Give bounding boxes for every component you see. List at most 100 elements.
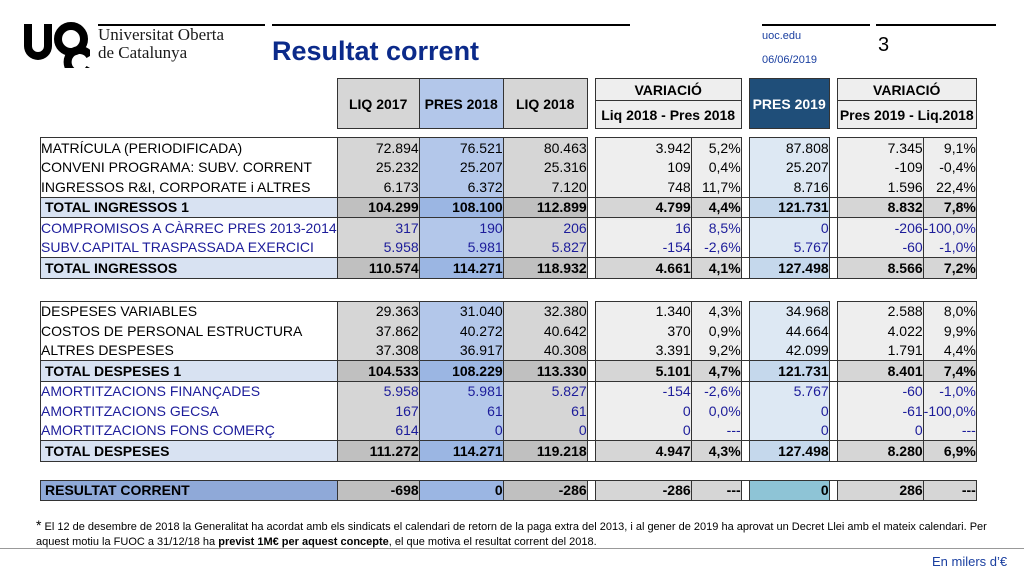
- table-row: MATRÍCULA (PERIODIFICADA) 72.894 76.521 80.…: [40, 137, 977, 158]
- cell-var-pct: 0,0%: [690, 401, 742, 421]
- footnote-bold: previst 1M€ per aquest concepte: [218, 536, 389, 548]
- cell-var-pct: -2,6%: [690, 237, 742, 258]
- header-rule-right: [876, 24, 996, 26]
- column-gap: [829, 257, 838, 279]
- cell-liq17: 37.308: [336, 340, 420, 361]
- cell-var2-pct: 8,0%: [922, 300, 977, 321]
- spacer-cell: [41, 278, 977, 301]
- cell-pres18: 6.372: [418, 177, 504, 198]
- cell-pres19: 44.664: [748, 321, 830, 341]
- column-gap: [829, 218, 837, 238]
- row-label: AMORTITZACIONS GECSA: [40, 401, 338, 421]
- column-gap: [741, 301, 749, 321]
- footer-rule: [0, 548, 1024, 549]
- cell-pres18: 108.229: [418, 360, 504, 382]
- cell-pres19: 121.731: [748, 196, 830, 218]
- cell-liq17: 37.862: [336, 321, 420, 341]
- row-label: COSTOS DE PERSONAL ESTRUCTURA: [40, 321, 338, 341]
- cell-var2: -60: [836, 380, 924, 401]
- cell-var-pct: ---: [690, 420, 742, 441]
- column-gap: [741, 238, 749, 258]
- row-label: MATRÍCULA (PERIODIFICADA): [40, 137, 338, 158]
- cell-liq18: 80.463: [502, 137, 588, 158]
- row-label: SUBV.CAPITAL TRASPASSADA EXERCICI: [40, 237, 338, 258]
- column-gap: [587, 321, 595, 341]
- column-gap: [829, 196, 838, 218]
- cell-var2: 2.588: [836, 300, 924, 321]
- cell-liq17: 110.574: [336, 257, 420, 279]
- table-row: AMORTITZACIONS GECSA 167 61 61 0 0,0% 0 -61 -100…: [40, 401, 977, 421]
- cell-pres19: 87.808: [748, 137, 830, 158]
- column-gap: [587, 360, 596, 382]
- cell-liq17: 111.272: [336, 440, 420, 462]
- cell-liq18: 112.899: [502, 196, 588, 218]
- cell-var: 5.101: [594, 360, 692, 382]
- cell-var-pct: 0,4%: [690, 157, 742, 177]
- cell-var: 4.661: [594, 257, 692, 279]
- column-gap: [587, 440, 596, 462]
- cell-var2-pct: -1,0%: [922, 237, 977, 258]
- cell-liq18: 40.308: [502, 340, 588, 361]
- cell-pres19: 5.767: [748, 237, 830, 258]
- cell-pres19: 5.767: [748, 380, 830, 401]
- cell-var2-pct: 22,4%: [922, 177, 977, 198]
- cell-var2-pct: 9,1%: [922, 137, 977, 158]
- cell-var2: 8.832: [836, 196, 924, 218]
- slide-date: 06/06/2019: [762, 54, 818, 66]
- cell-var-pct: 8,5%: [690, 217, 742, 238]
- column-gap: [587, 479, 596, 501]
- header-rule-left: [98, 24, 265, 26]
- cell-var2-pct: 7,2%: [922, 257, 977, 279]
- cell-liq17: 29.363: [336, 300, 420, 321]
- column-gap: [741, 321, 749, 341]
- table-row: INGRESSOS R&I, CORPORATE i ALTRES 6.173 6.…: [40, 177, 977, 198]
- column-gap: [587, 177, 595, 197]
- cell-var2: -206: [836, 217, 924, 238]
- cell-var-pct: 9,2%: [690, 340, 742, 361]
- cell-pres19: 127.498: [748, 440, 830, 462]
- site-link[interactable]: uoc.edu: [762, 30, 802, 42]
- spacer-cell: [41, 461, 977, 480]
- column-gap: [829, 341, 837, 361]
- column-gap: [741, 218, 749, 238]
- column-gap: [829, 138, 837, 158]
- total-row: TOTAL DESPESES 1 104.533 108.229 113.330 5.1…: [40, 360, 977, 382]
- cell-pres18: 190: [418, 217, 504, 238]
- cell-pres19: 121.731: [748, 360, 830, 382]
- cell-liq18: 0: [502, 420, 588, 441]
- column-gap: [829, 158, 837, 178]
- cell-pres19: 25.207: [748, 157, 830, 177]
- header-rule-mid: [272, 24, 630, 26]
- col-variacio1: VARIACIÓ: [594, 78, 742, 101]
- column-gap: [587, 381, 595, 401]
- cell-var2-pct: 7,8%: [922, 196, 977, 218]
- footnote: * El 12 de desembre de 2018 la Generalit…: [36, 518, 996, 550]
- cell-var2: 0: [836, 420, 924, 441]
- table-row: ALTRES DESPESES 37.308 36.917 40.308 3.391 9,…: [40, 340, 977, 361]
- column-gap: [829, 301, 837, 321]
- table-row: CONVENI PROGRAMA: SUBV. CORRENT 25.232 25.…: [40, 157, 977, 178]
- row-label: COMPROMISOS A CÀRREC PRES 2013-2014: [40, 217, 338, 238]
- total-row: TOTAL INGRESSOS 110.574 114.271 118.932 4.66…: [40, 257, 977, 279]
- column-gap: [587, 341, 595, 361]
- col-pres2018: PRES 2018: [418, 78, 504, 129]
- col-pres2019: PRES 2019: [748, 78, 830, 129]
- cell-liq17: 72.894: [336, 137, 420, 158]
- row-label: TOTAL DESPESES 1: [40, 360, 338, 382]
- column-gap: [829, 238, 837, 258]
- cell-var2-pct: 9,9%: [922, 321, 977, 341]
- cell-var2-pct: ---: [922, 479, 977, 501]
- column-gap: [587, 421, 595, 441]
- column-gap: [587, 218, 595, 238]
- col-variacio2-sub: Pres 2019 - Liq.2018: [836, 100, 977, 129]
- cell-liq17: 25.232: [336, 157, 420, 177]
- column-gap: [741, 257, 750, 279]
- cell-liq18: 5.827: [502, 380, 588, 401]
- row-label: TOTAL DESPESES: [40, 440, 338, 462]
- cell-pres19: 0: [748, 420, 830, 441]
- footnote-text-a: El 12 de desembre de 2018 la Generalitat…: [36, 521, 987, 548]
- cell-var2: -61: [836, 401, 924, 421]
- row-label: INGRESSOS R&I, CORPORATE i ALTRES: [40, 177, 338, 198]
- column-gap: [741, 158, 749, 178]
- table-row: AMORTITZACIONS FINANÇADES 5.958 5.981 5.827…: [40, 380, 977, 401]
